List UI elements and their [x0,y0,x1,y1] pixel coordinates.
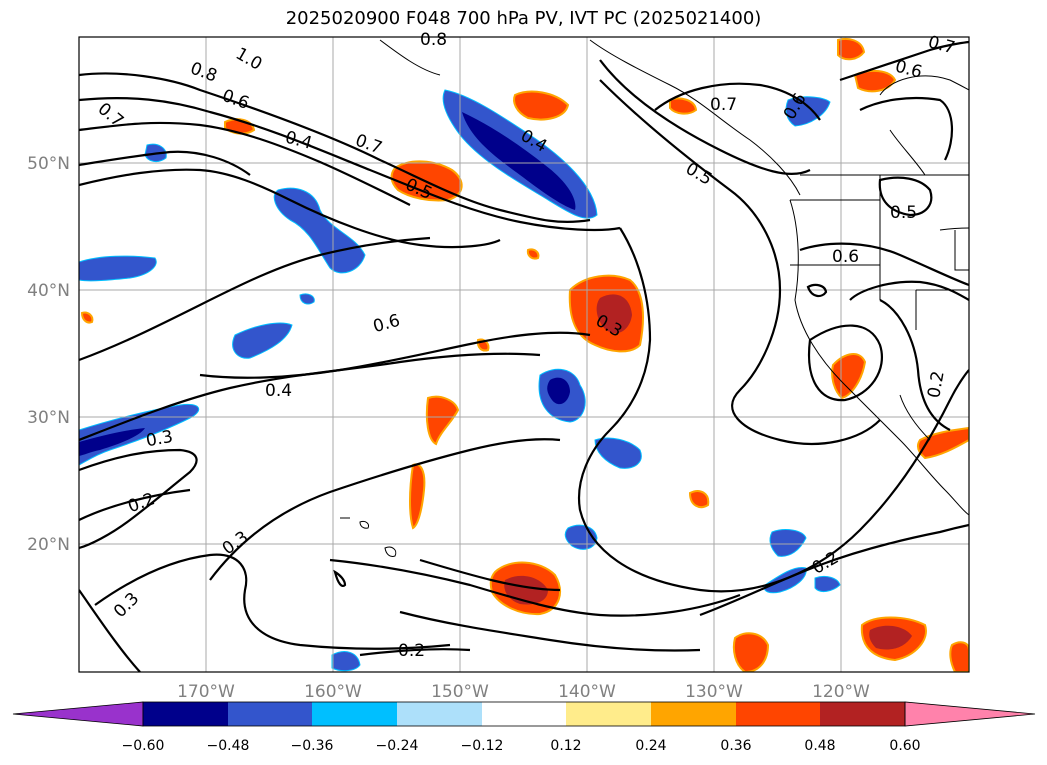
colorbar-tick-label: 0.60 [889,738,920,754]
contour-label: 0.3 [144,427,174,451]
colorbar-tick-label: −0.36 [291,738,334,754]
colorbar-under-extension [12,701,144,727]
colorbar-segment [651,702,736,726]
lat-label: 40°N [27,281,70,301]
negative-anomaly [785,96,831,127]
latitude-labels: 50°N 40°N 30°N 20°N [27,154,70,555]
negative-anomaly [331,651,361,672]
map-title: 2025020900 F048 700 hPa PV, IVT PC (2025… [285,8,762,29]
negative-anomaly [594,437,642,469]
contour-label: 0.2 [924,369,948,399]
contour-label: 0.5 [890,203,917,223]
lat-label: 30°N [27,408,70,428]
contour-label: 0.8 [420,30,447,50]
positive-anomaly [425,395,460,446]
colorbar-segment [143,702,228,726]
colorbar: −0.60 −0.48 −0.36 −0.24 −0.12 0.12 0.24 … [12,701,1036,754]
positive-anomaly [732,632,770,672]
colorbar-tick-label: 0.24 [635,738,666,754]
positive-anomaly-core [869,625,912,650]
colorbar-segment [228,702,312,726]
positive-anomaly [526,248,540,260]
positive-anomaly [513,90,570,121]
positive-anomaly [688,490,710,509]
colorbar-tick-label: −0.12 [461,738,504,754]
negative-anomaly [232,322,293,359]
positive-anomaly [831,353,867,400]
lon-label: 160°W [304,682,362,702]
colorbar-segment [566,702,651,726]
negative-anomaly [79,255,157,282]
positive-anomaly [669,97,698,115]
colorbar-over-extension [904,701,1036,727]
colorbar-tick-label: 0.12 [550,738,581,754]
positive-anomaly [409,463,426,530]
lat-label: 50°N [27,154,70,174]
lat-label: 20°N [27,535,70,555]
colorbar-tick-label: 0.36 [720,738,751,754]
negative-anomaly-core [547,377,570,405]
ivt-contours [79,40,969,672]
lon-label: 150°W [431,682,489,702]
colorbar-segment [736,702,820,726]
colorbar-segment [820,702,905,726]
negative-anomaly [299,293,315,305]
positive-anomaly [837,37,866,61]
lon-label: 170°W [177,682,235,702]
colorbar-outline [142,701,906,727]
colorbar-tick-label: −0.24 [376,738,419,754]
negative-anomaly [273,187,366,274]
negative-anomaly [814,575,841,593]
lon-label: 130°W [685,682,743,702]
contour-label: 0.6 [832,247,859,267]
positive-anomaly [80,311,94,324]
colorbar-tick-label: 0.48 [804,738,835,754]
graticule [79,37,969,672]
contour-label: 0.2 [398,641,425,661]
longitude-labels: 170°W 160°W 150°W 140°W 130°W 120°W [177,682,870,702]
negative-anomaly-core [79,428,145,456]
negative-anomaly-core [462,112,576,210]
contour-label: 0.7 [710,95,737,115]
contour-label: 0.4 [265,381,292,401]
colorbar-segment [312,702,397,726]
colorbar-tick-label: −0.48 [207,738,250,754]
positive-anomaly [949,641,969,672]
colorbar-tick-label: −0.60 [122,738,165,754]
map-border [78,36,970,673]
positive-anomaly-core [596,294,632,334]
lon-label: 120°W [812,682,870,702]
negative-anomaly [79,403,200,466]
lon-label: 140°W [558,682,616,702]
colorbar-segment [397,702,482,726]
colorbar-segment [482,702,566,726]
coastlines [340,39,969,557]
